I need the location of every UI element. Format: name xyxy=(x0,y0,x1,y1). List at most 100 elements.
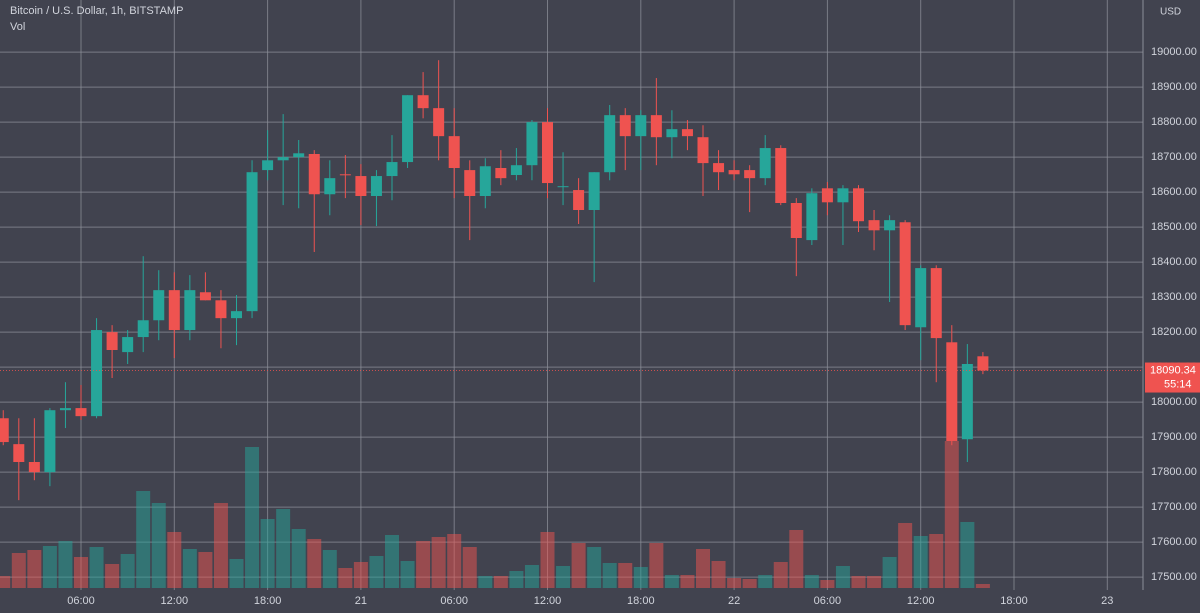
currency-label: USD xyxy=(1160,7,1181,18)
countdown-label: 55:14 xyxy=(1164,378,1192,390)
candle-body xyxy=(619,115,631,137)
volume-bar xyxy=(27,550,42,588)
candle-body xyxy=(837,188,849,203)
volume-bar xyxy=(58,541,73,588)
x-tick-label: 21 xyxy=(355,595,367,607)
volume-bar xyxy=(789,530,804,588)
volume-bar xyxy=(929,534,944,588)
candle-body xyxy=(370,176,382,196)
volume-bar xyxy=(898,523,913,588)
volume-bar xyxy=(213,503,228,588)
candle-body xyxy=(246,172,258,312)
candle-body xyxy=(573,190,585,210)
candle-body xyxy=(433,108,445,137)
x-tick-label: 18:00 xyxy=(627,595,655,607)
candle-body xyxy=(744,170,756,179)
candle-body xyxy=(215,300,227,319)
candle-body xyxy=(681,129,693,137)
candle-body xyxy=(13,444,25,462)
volume-bar xyxy=(0,576,11,588)
volume-bar xyxy=(524,565,539,588)
volume-bar xyxy=(633,567,648,588)
y-tick-label: 18900.00 xyxy=(1151,81,1197,93)
volume-pane xyxy=(0,441,990,588)
volume-bar xyxy=(664,575,679,588)
x-tick-label: 12:00 xyxy=(534,595,562,607)
candle-body xyxy=(402,95,414,163)
candle-body xyxy=(75,408,87,417)
candle-body xyxy=(930,268,942,339)
candle-body xyxy=(790,203,802,238)
candle-body xyxy=(28,462,40,473)
candle-body xyxy=(199,292,211,301)
candle-body xyxy=(495,168,507,179)
volume-bar xyxy=(835,566,850,588)
y-tick-label: 17800.00 xyxy=(1151,466,1197,478)
candle-body xyxy=(526,122,538,166)
candles xyxy=(0,60,1143,501)
candle-body xyxy=(961,364,973,440)
volume-bar xyxy=(493,576,508,588)
candle-body xyxy=(510,165,522,175)
volume-bar xyxy=(944,441,959,588)
candle-body xyxy=(604,115,616,173)
y-tick-label: 18500.00 xyxy=(1151,221,1197,233)
volume-bar xyxy=(74,557,88,588)
last-price-box xyxy=(1145,362,1200,393)
y-tick-label: 17700.00 xyxy=(1151,501,1197,513)
candle-body xyxy=(697,137,709,164)
candle-body xyxy=(355,176,367,196)
candle-body xyxy=(106,332,118,350)
volume-bar xyxy=(447,534,462,588)
candle-body xyxy=(713,163,725,173)
candle-body xyxy=(557,186,569,188)
x-tick-label: 18:00 xyxy=(254,595,282,607)
volume-bar xyxy=(42,546,57,588)
candle-body xyxy=(277,157,289,161)
candle-body xyxy=(293,153,305,158)
volume-bar xyxy=(882,557,897,588)
volume-bar xyxy=(136,491,151,588)
volume-bar xyxy=(322,550,337,588)
volume-bar xyxy=(649,543,664,588)
volume-bar xyxy=(353,562,368,588)
candle-body xyxy=(946,342,958,441)
candle-body xyxy=(91,330,103,417)
axis-labels: 17500.00 17600.00 17700.00 17800.00 17900.00… xyxy=(67,46,1200,607)
volume-bar xyxy=(960,522,975,588)
y-tick-label: 18400.00 xyxy=(1151,256,1197,268)
volume-bar xyxy=(773,562,788,588)
x-tick-label: 18:00 xyxy=(1000,595,1028,607)
volume-bar xyxy=(727,578,742,588)
x-tick-label: 22 xyxy=(728,595,740,607)
volume-bar xyxy=(462,547,477,588)
last-price-label: 18090.34 xyxy=(1150,364,1196,376)
candle-body xyxy=(542,122,553,184)
candle-body xyxy=(168,290,180,331)
volume-bar xyxy=(245,447,260,588)
candle-body xyxy=(821,188,833,203)
y-tick-label: 17500.00 xyxy=(1151,571,1197,583)
volume-bar xyxy=(385,535,399,588)
y-tick-label: 17600.00 xyxy=(1151,536,1197,548)
candle-body xyxy=(899,222,911,326)
volume-bar xyxy=(229,559,244,588)
candle-body xyxy=(339,174,351,176)
candle-body xyxy=(0,418,9,443)
chart-title: Bitcoin / U.S. Dollar, 1h, BITSTAMP xyxy=(10,5,183,17)
x-tick-label: 12:00 xyxy=(161,595,189,607)
volume-bar xyxy=(804,575,819,588)
y-tick-label: 18700.00 xyxy=(1151,151,1197,163)
volume-bar xyxy=(11,553,26,588)
candle-body xyxy=(588,172,600,210)
volume-bar xyxy=(540,532,555,588)
candle-body xyxy=(806,193,818,241)
y-tick-label: 18000.00 xyxy=(1151,396,1197,408)
volume-label: Vol xyxy=(10,21,25,33)
volume-bar xyxy=(587,547,602,588)
candle-body xyxy=(868,220,880,231)
candle-body xyxy=(464,170,476,196)
volume-bar xyxy=(431,537,446,588)
